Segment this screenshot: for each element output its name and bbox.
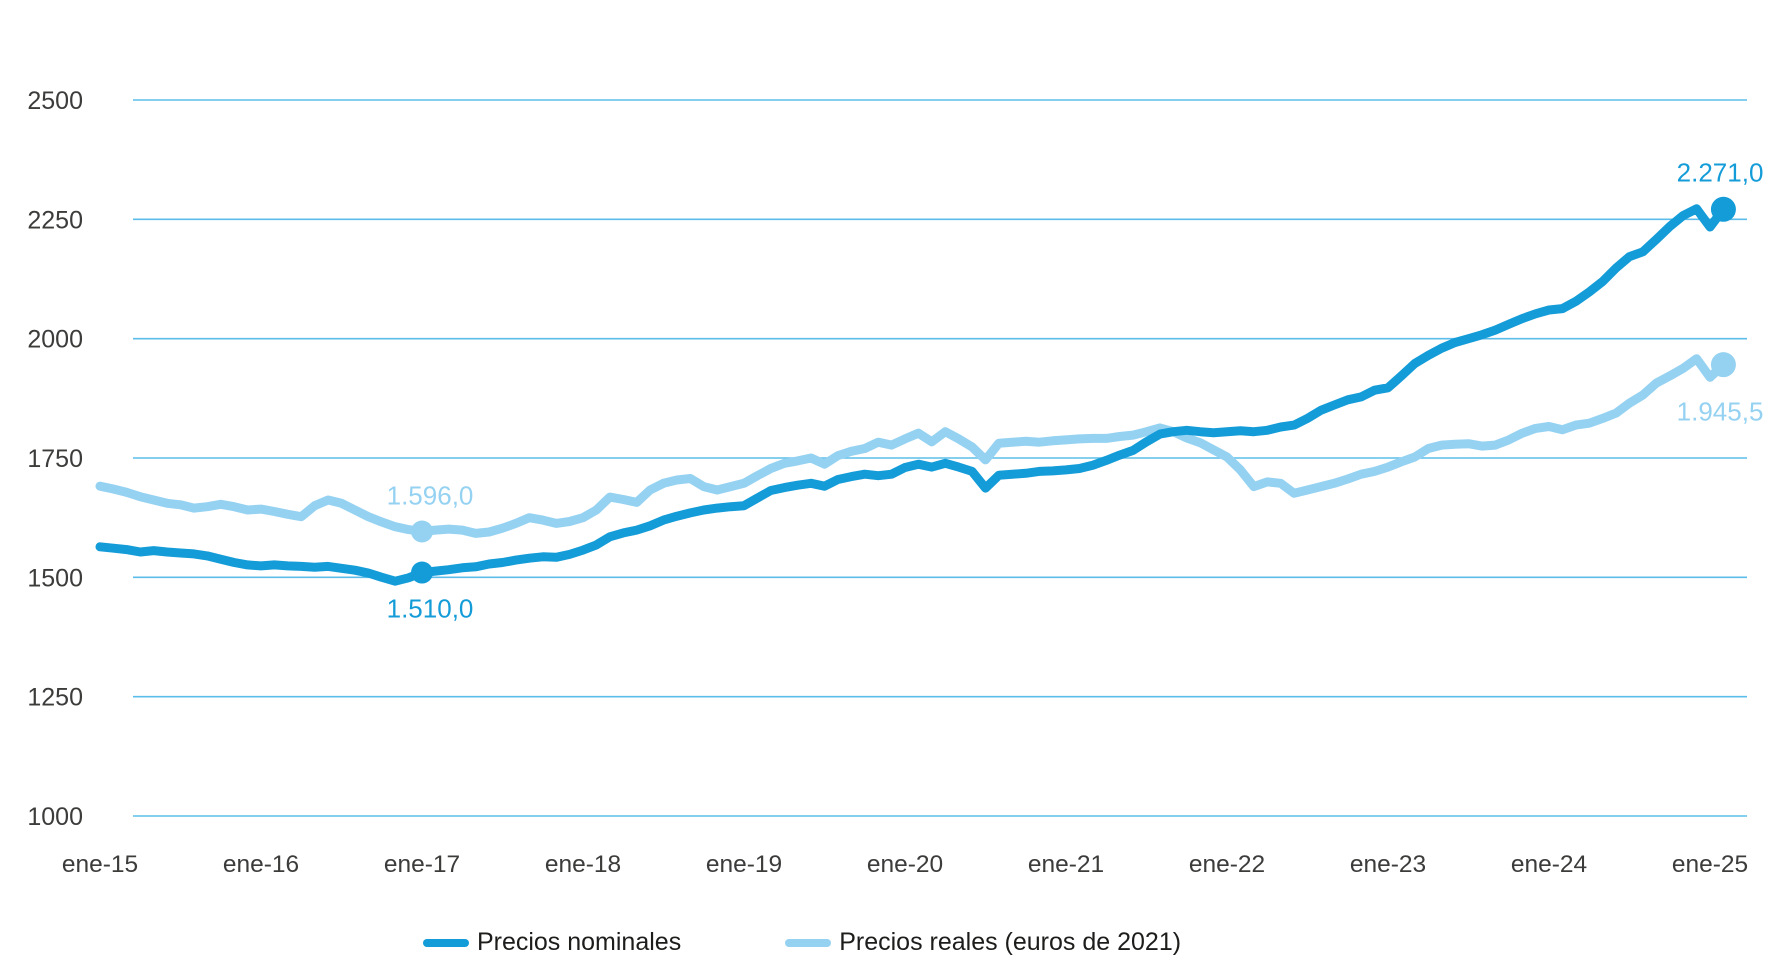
legend-swatch-icon — [785, 938, 832, 947]
y-tick-label: 2250 — [27, 206, 83, 234]
annotation-value-label: 1.596,0 — [387, 481, 474, 511]
y-tick-label: 1500 — [27, 564, 83, 592]
x-tick-label: ene-21 — [1028, 851, 1104, 878]
x-tick-label: ene-20 — [867, 851, 943, 878]
series-line-real — [95, 354, 1728, 538]
y-tick-label: 1750 — [27, 445, 83, 473]
legend-swatch-icon — [422, 938, 469, 947]
annotation-value-label: 1.510,0 — [387, 594, 474, 624]
x-tick-label: ene-15 — [62, 851, 138, 878]
x-tick-label: ene-16 — [223, 851, 299, 878]
series-line-nominal — [95, 204, 1728, 586]
x-tick-label: ene-23 — [1350, 851, 1426, 878]
nominal-data-point-marker — [411, 561, 434, 584]
real-data-point-marker — [411, 520, 434, 543]
y-tick-label: 2500 — [27, 87, 83, 115]
x-tick-label: ene-18 — [545, 851, 621, 878]
nominal-data-point-marker — [1710, 196, 1736, 222]
x-tick-label: ene-24 — [1511, 851, 1587, 878]
chart-legend: Precios nominales Precios reales (euros d… — [0, 928, 1688, 957]
y-tick-label: 2000 — [27, 326, 83, 354]
legend-item-real: Precios reales (euros de 2021) — [785, 928, 1181, 957]
y-tick-label: 1000 — [27, 803, 83, 831]
legend-label: Precios reales (euros de 2021) — [839, 928, 1182, 956]
real-data-point-marker — [1710, 352, 1736, 378]
legend-label: Precios nominales — [476, 928, 682, 956]
annotation-value-label: 1.945,5 — [1677, 397, 1764, 427]
x-tick-label: ene-19 — [706, 851, 782, 878]
x-tick-label: ene-17 — [384, 851, 460, 878]
annotation-value-label: 2.271,0 — [1677, 157, 1764, 187]
x-tick-label: ene-25 — [1672, 851, 1748, 878]
y-tick-label: 1250 — [27, 684, 83, 712]
x-tick-label: ene-22 — [1189, 851, 1265, 878]
legend-item-nominal: Precios nominales — [422, 928, 682, 957]
